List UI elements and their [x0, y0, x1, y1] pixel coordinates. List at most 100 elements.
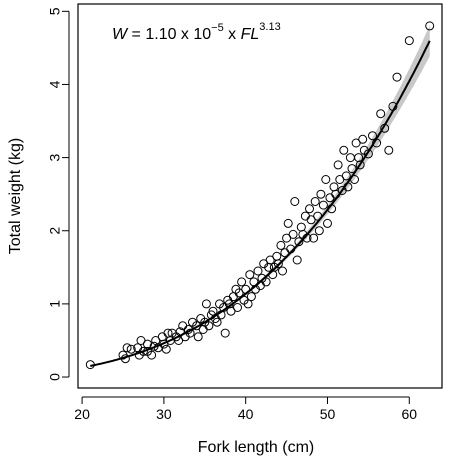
data-point — [237, 277, 247, 287]
data-point — [380, 123, 390, 133]
data-point — [149, 341, 159, 351]
data-point — [286, 244, 296, 254]
data-point — [305, 204, 314, 214]
y-tick-label: 4 — [47, 80, 63, 88]
fit-line — [90, 40, 431, 367]
data-point — [280, 248, 290, 258]
data-point — [316, 189, 326, 199]
data-point — [273, 259, 283, 269]
data-point — [290, 197, 300, 206]
data-point — [278, 266, 287, 276]
data-point — [185, 328, 195, 338]
data-point — [327, 204, 337, 214]
data-point — [201, 299, 211, 309]
y-axis: 0 1 2 3 4 5 — [47, 7, 70, 381]
y-tick-label: 3 — [47, 153, 63, 161]
equation-variable: FL — [241, 26, 260, 43]
data-point — [193, 332, 203, 342]
data-point — [310, 197, 320, 206]
data-point — [283, 218, 293, 228]
data-point — [296, 222, 306, 232]
data-point — [384, 145, 394, 155]
y-tick-label: 2 — [47, 227, 63, 235]
data-point — [339, 145, 349, 155]
data-point — [143, 339, 152, 349]
data-point — [363, 149, 373, 159]
y-tick-label: 1 — [47, 300, 63, 308]
data-point — [85, 360, 95, 370]
data-point — [343, 182, 353, 192]
data-point — [314, 226, 324, 236]
data-point — [241, 284, 251, 294]
data-point — [288, 229, 298, 239]
data-point — [198, 325, 208, 334]
data-point — [212, 317, 222, 327]
data-point — [294, 237, 304, 247]
data-point — [253, 266, 263, 276]
data-point — [161, 344, 171, 354]
data-point — [425, 21, 435, 31]
x-tick-label: 50 — [320, 406, 336, 422]
data-point — [138, 346, 148, 356]
x-axis: 20 30 40 50 60 — [74, 396, 417, 422]
data-point — [318, 200, 328, 210]
data-point — [300, 211, 310, 221]
data-point — [355, 160, 365, 170]
equation-coefficient: = 1.10 x 10 — [127, 26, 211, 43]
y-axis-label: Total weight (kg) — [7, 138, 24, 255]
y-tick-label: 0 — [47, 373, 63, 381]
x-tick-label: 30 — [156, 406, 172, 422]
data-point — [126, 344, 136, 354]
data-point — [228, 292, 238, 302]
equation-lhs: W — [112, 26, 129, 43]
data-point — [233, 303, 242, 312]
data-point — [175, 327, 185, 337]
data-point — [272, 251, 282, 261]
data-point — [246, 292, 256, 302]
data-point — [204, 321, 214, 331]
fit-equation: W = 1.10 x 10−5 x FL3.13 — [112, 21, 281, 43]
data-point — [321, 175, 331, 184]
data-point — [347, 164, 357, 174]
data-point — [351, 138, 361, 148]
data-point — [341, 171, 351, 181]
x-tick-label: 20 — [74, 406, 90, 422]
data-point — [333, 160, 343, 170]
data-point — [306, 215, 316, 225]
data-point — [323, 218, 332, 228]
data-point — [220, 328, 230, 338]
data-point — [404, 36, 414, 46]
data-point — [345, 153, 355, 163]
data-point — [302, 233, 312, 243]
y-tick-label: 5 — [47, 7, 63, 15]
plot-frame — [77, 3, 443, 389]
data-point — [313, 211, 323, 221]
data-point — [122, 343, 132, 353]
confidence-band-layer — [90, 25, 430, 367]
equation-mid: x — [224, 26, 241, 43]
data-point — [120, 354, 130, 364]
data-point — [309, 233, 319, 243]
confidence-band — [90, 25, 430, 367]
data-point — [358, 134, 368, 144]
data-point — [376, 109, 386, 119]
data-point — [192, 321, 202, 331]
data-point — [329, 182, 339, 192]
data-point — [388, 101, 398, 111]
data-point — [157, 332, 167, 342]
fit-line-layer — [90, 40, 431, 367]
x-tick-label: 60 — [401, 406, 417, 422]
data-point — [147, 350, 157, 360]
data-point — [372, 138, 382, 148]
data-point — [245, 270, 255, 280]
data-point — [292, 255, 302, 265]
points-layer — [85, 21, 435, 370]
data-point — [350, 175, 359, 184]
equation-exponent-1: −5 — [211, 22, 224, 34]
data-point — [265, 255, 275, 265]
x-axis-label: Fork length (cm) — [198, 439, 314, 456]
data-point — [243, 299, 253, 309]
equation-exponent-2: 3.13 — [259, 21, 280, 33]
